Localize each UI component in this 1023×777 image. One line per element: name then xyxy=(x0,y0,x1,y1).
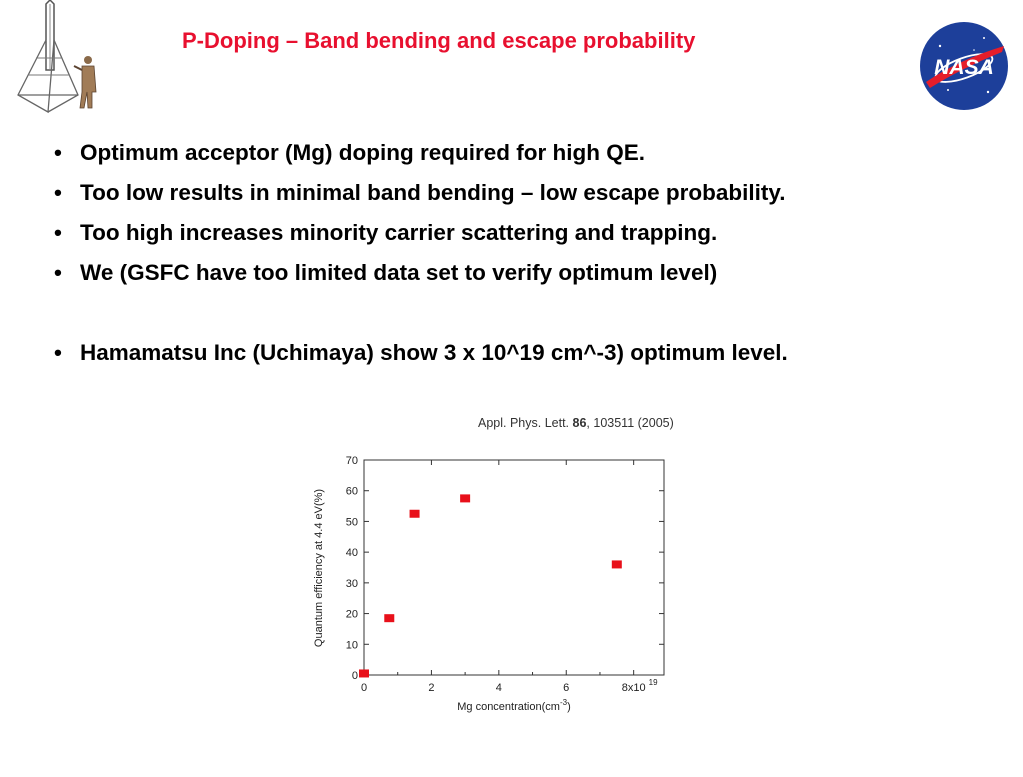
bullet-text: Hamamatsu Inc (Uchimaya) show 3 x 10^19 … xyxy=(80,340,788,365)
x-tick-label: 8x10 xyxy=(622,682,646,694)
citation-volume: 86 xyxy=(572,416,587,430)
x-tick-label: 6 xyxy=(563,682,569,694)
bullet-text: Too low results in minimal band bending … xyxy=(80,180,786,205)
svg-text:NASA: NASA xyxy=(934,56,994,79)
data-point xyxy=(460,494,471,503)
bullet-marker: • xyxy=(54,260,62,285)
bullet-text: We (GSFC have too limited data set to ve… xyxy=(80,260,718,285)
bullet-item: • Too low results in minimal band bending… xyxy=(54,176,788,216)
chart-svg: 0 10 20 30 40 50 60 70 0 2 4 6 8x10 19 Quantum effici… xyxy=(313,455,665,713)
bullet-item: • Hamamatsu Inc (Uchimaya) show 3 x 10^19… xyxy=(54,336,788,376)
bullet-text: Optimum acceptor (Mg) doping required fo… xyxy=(80,140,645,165)
data-point xyxy=(409,509,420,518)
bullet-list: • Optimum acceptor (Mg) doping required f… xyxy=(54,136,788,376)
y-tick-label: 20 xyxy=(346,609,358,621)
data-point xyxy=(611,560,622,569)
x-tick-exponent: 19 xyxy=(649,678,658,687)
bullet-marker: • xyxy=(54,340,62,365)
y-axis-label: Quantum efficiency at 4.4 eV(%) xyxy=(313,489,325,647)
x-axis-label-exp: -3 xyxy=(560,698,568,707)
bullet-item: • We (GSFC have too limited data set to v… xyxy=(54,256,788,296)
bullet-marker: • xyxy=(54,180,62,205)
axis-ticks: 0 10 20 30 40 50 60 70 0 2 4 6 8x10 19 xyxy=(346,455,664,694)
x-axis-label-close: ) xyxy=(567,701,571,713)
bullet-marker: • xyxy=(54,140,62,165)
chart-citation: Appl. Phys. Lett. 86, 103511 (2005) xyxy=(478,416,674,430)
data-point xyxy=(359,669,369,678)
y-tick-label: 0 xyxy=(352,670,358,682)
bullet-item: • Optimum acceptor (Mg) doping required f… xyxy=(54,136,788,176)
y-tick-label: 30 xyxy=(346,578,358,590)
plot-frame xyxy=(363,459,665,676)
slide-title: P-Doping – Band bending and escape proba… xyxy=(182,28,696,53)
bullet-marker: • xyxy=(54,220,62,245)
x-tick-label: 0 xyxy=(361,682,367,694)
x-tick-label: 4 xyxy=(496,682,502,694)
data-point xyxy=(384,614,395,623)
x-tick-label: 2 xyxy=(428,682,434,694)
y-tick-label: 60 xyxy=(346,486,358,498)
bullet-text: Too high increases minority carrier scat… xyxy=(80,220,718,245)
y-tick-label: 50 xyxy=(346,516,358,528)
rocket-pioneer-icon xyxy=(8,0,108,118)
x-axis-label: Mg concentration(cm-3) xyxy=(457,698,571,713)
y-tick-label: 70 xyxy=(346,455,358,467)
bullet-item: • Too high increases minority carrier sca… xyxy=(54,216,788,256)
y-tick-label: 40 xyxy=(346,547,358,559)
citation-rest: , 103511 (2005) xyxy=(586,416,674,430)
nasa-meatball-icon: NASA xyxy=(918,20,1010,112)
citation-journal: Appl. Phys. Lett. xyxy=(478,416,570,430)
x-axis-label-text: Mg concentration(cm xyxy=(457,701,560,713)
y-tick-label: 10 xyxy=(346,639,358,651)
data-points xyxy=(359,494,622,678)
qe-vs-mg-chart: 0 10 20 30 40 50 60 70 0 2 4 6 8x10 19 Quantum effici… xyxy=(300,440,700,740)
